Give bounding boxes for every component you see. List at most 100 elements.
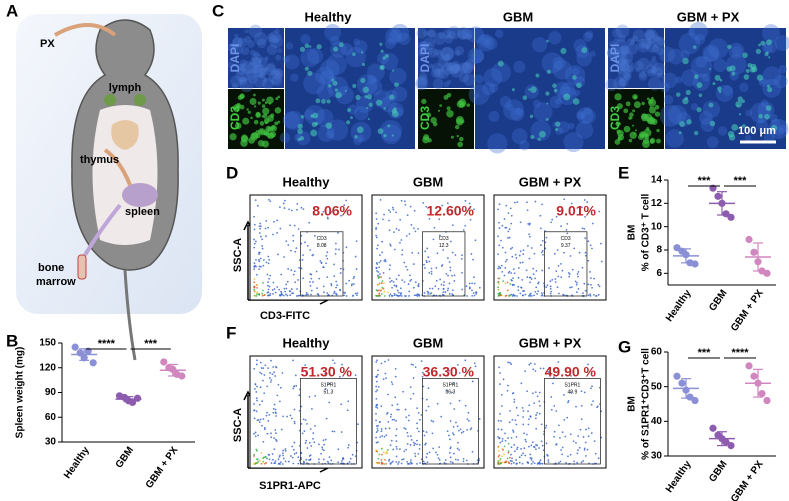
event	[419, 462, 422, 464]
event	[555, 443, 557, 446]
event	[377, 277, 380, 280]
x-tick-label: Healthy	[664, 288, 694, 324]
event	[501, 440, 504, 443]
event	[498, 244, 501, 247]
event	[441, 264, 444, 266]
event	[535, 427, 538, 430]
texture	[713, 58, 727, 73]
event	[312, 213, 315, 216]
event	[564, 435, 567, 438]
event	[413, 209, 416, 212]
texture	[489, 83, 499, 93]
data-point	[178, 372, 186, 380]
event	[431, 432, 434, 435]
event	[516, 201, 519, 203]
event	[397, 463, 400, 465]
event	[272, 411, 275, 414]
event	[516, 295, 518, 297]
event	[274, 438, 277, 441]
cd3-signal	[257, 101, 261, 105]
event	[587, 427, 590, 430]
event	[553, 430, 556, 433]
event	[497, 208, 499, 211]
event	[474, 365, 477, 368]
event	[314, 424, 316, 427]
cd3-signal	[364, 95, 368, 99]
event	[383, 435, 386, 438]
data-point	[745, 235, 753, 244]
event	[325, 417, 328, 420]
event	[589, 244, 592, 247]
percentage: 51.30 %	[301, 364, 353, 380]
event	[293, 422, 296, 425]
event	[333, 290, 336, 293]
event	[389, 280, 392, 283]
event	[532, 392, 534, 395]
event	[376, 244, 379, 247]
event	[509, 361, 511, 364]
texture	[531, 37, 548, 53]
event	[515, 459, 518, 461]
texture	[417, 75, 428, 86]
event	[296, 203, 299, 205]
cd3-signal	[277, 120, 281, 124]
event	[391, 206, 394, 209]
event	[440, 283, 443, 286]
cd3-signal	[685, 89, 691, 96]
event	[333, 362, 336, 365]
event	[274, 429, 277, 431]
percentage: 8.06%	[312, 203, 352, 219]
event	[255, 258, 257, 261]
event	[381, 251, 384, 254]
texture	[437, 57, 449, 68]
event	[283, 287, 286, 290]
event	[261, 424, 263, 427]
event	[253, 367, 256, 370]
event	[309, 458, 312, 461]
event	[255, 363, 258, 366]
event	[537, 281, 540, 284]
event	[511, 283, 514, 286]
texture	[246, 69, 257, 80]
texture	[266, 62, 276, 73]
event	[414, 455, 417, 458]
event	[453, 280, 456, 282]
event	[508, 228, 511, 231]
event	[289, 224, 291, 227]
event	[343, 204, 346, 207]
event	[519, 292, 522, 295]
texture	[447, 79, 452, 85]
event	[583, 448, 586, 451]
event	[356, 294, 358, 297]
event	[409, 205, 412, 208]
cd3-signal	[756, 74, 764, 81]
event	[324, 387, 327, 390]
texture	[261, 77, 274, 90]
texture	[728, 42, 745, 59]
event	[275, 415, 278, 417]
event	[530, 294, 533, 297]
event	[253, 262, 256, 265]
event	[395, 284, 398, 287]
texture	[633, 60, 645, 71]
event	[430, 292, 433, 294]
event	[340, 403, 343, 406]
texture	[644, 30, 655, 41]
event	[522, 249, 525, 252]
event	[473, 208, 475, 211]
texture	[268, 31, 281, 44]
event	[258, 403, 261, 406]
cd3-signal	[572, 98, 580, 105]
texture	[238, 63, 247, 72]
event	[409, 461, 412, 464]
cd3-signal	[742, 52, 748, 59]
event	[400, 295, 403, 297]
texture	[264, 56, 269, 61]
event	[258, 459, 261, 462]
axis-label: S1PR1-APC	[259, 480, 321, 492]
event	[291, 456, 294, 459]
event	[376, 263, 379, 265]
event	[587, 435, 590, 438]
texture	[689, 21, 708, 41]
texture	[619, 61, 630, 72]
